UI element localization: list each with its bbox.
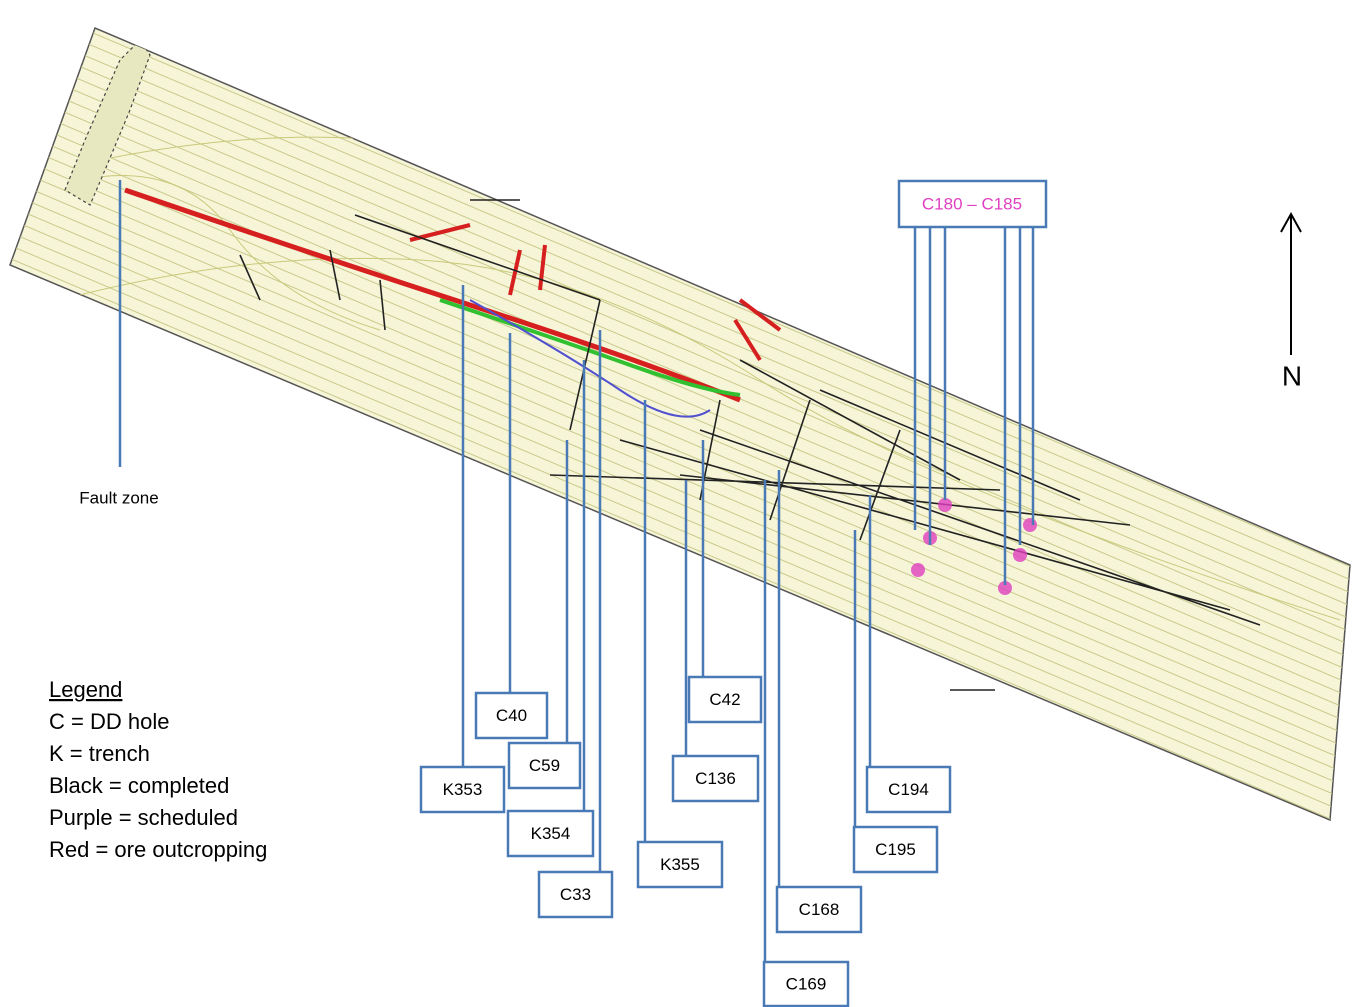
legend-item: Red = ore outcropping [49, 837, 267, 862]
callout-box [671, 754, 760, 803]
callout: K353 [419, 765, 506, 814]
callout-box [636, 840, 724, 889]
legend-item: Black = completed [49, 773, 229, 798]
callout-label: K353 [443, 780, 483, 799]
callout-label: C168 [799, 900, 840, 919]
callout-box [762, 960, 850, 1007]
callout-box [419, 765, 506, 814]
callout: C33 [537, 870, 614, 919]
map-area [9, 26, 1351, 822]
callout: C136 [671, 754, 760, 803]
callout-label: K354 [531, 824, 571, 843]
legend-item: Purple = scheduled [49, 805, 238, 830]
callout-label: C136 [695, 769, 736, 788]
callout: C169 [762, 960, 850, 1007]
callout: K355 [636, 840, 724, 889]
callout-box [865, 765, 952, 814]
callout-box [506, 809, 595, 858]
leader-lines [118, 180, 1035, 1007]
north-arrow: N [1280, 211, 1302, 391]
legend-item: K = trench [49, 741, 150, 766]
legend-item: C = DD hole [49, 709, 169, 734]
north-label: N [1282, 360, 1302, 391]
callout-box [775, 885, 863, 934]
callout-label: C42 [709, 690, 740, 709]
group-label: C180 – C185 [922, 194, 1022, 213]
callout: C168 [775, 885, 863, 934]
callout: C59 [507, 741, 582, 790]
callout: C42 [687, 675, 763, 724]
callout-label: C40 [496, 706, 527, 725]
callout: K354 [506, 809, 595, 858]
fault-zone-label: Fault zone [79, 488, 158, 507]
callout-label: C59 [529, 756, 560, 775]
callout-label: C33 [560, 885, 591, 904]
callout: C195 [852, 825, 939, 874]
callout-box [507, 741, 582, 790]
callout-box [852, 825, 939, 874]
callout-label: K355 [660, 855, 700, 874]
callout-box [474, 691, 549, 740]
callout-label: C195 [875, 840, 916, 859]
legend-title: Legend [49, 677, 122, 702]
callout-box [687, 675, 763, 724]
callouts: C40 C42 C59 K353 C136 C194 K354 K355 C195 C33 C168… [419, 675, 952, 1007]
legend: Legend C = DD hole K = trench Black = co… [49, 677, 267, 862]
group-callout: C180 – C185 [897, 179, 1048, 229]
callout-label: C194 [888, 780, 929, 799]
callout: C40 [474, 691, 549, 740]
callout: C194 [865, 765, 952, 814]
callout-box [537, 870, 614, 919]
callout-label: C169 [786, 974, 827, 993]
